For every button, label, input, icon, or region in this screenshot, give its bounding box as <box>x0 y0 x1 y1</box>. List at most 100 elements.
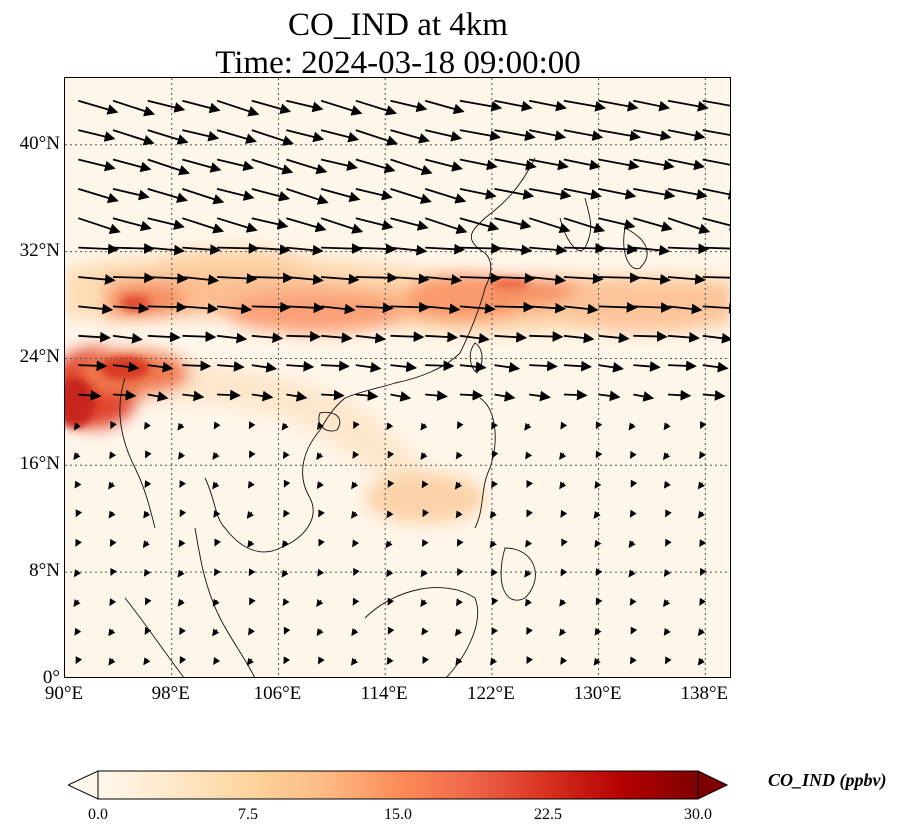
wind-arrow <box>593 657 601 666</box>
wind-arrow <box>667 217 711 234</box>
wind-arrow <box>455 657 463 666</box>
wind-arrow <box>251 99 292 115</box>
wind-arrow <box>147 99 186 113</box>
wind-arrow <box>598 332 630 344</box>
wind-arrow <box>182 99 221 114</box>
wind-arrow <box>212 481 220 490</box>
wind-arrow <box>420 422 428 431</box>
wind-arrow <box>321 360 350 372</box>
wind-arrow <box>525 451 533 460</box>
wind-arrow <box>494 301 535 313</box>
wind-arrow <box>73 599 81 607</box>
wind-arrow <box>216 332 248 344</box>
wind-arrow <box>321 389 345 401</box>
malay-peninsula <box>194 527 255 677</box>
wind-arrow <box>598 301 638 313</box>
wind-arrow <box>177 569 185 578</box>
wind-arrow <box>593 510 601 519</box>
wind-arrow <box>283 656 291 665</box>
taiwan <box>469 342 483 374</box>
wind-arrow <box>143 657 151 666</box>
wind-arrow <box>248 421 256 430</box>
wind-arrow <box>667 99 709 112</box>
wind-arrow <box>594 539 602 548</box>
wind-arrow <box>702 158 730 166</box>
wind-arrow <box>598 361 624 373</box>
wind-arrow <box>217 303 253 315</box>
wind-arrow <box>112 243 155 254</box>
wind-arrow <box>251 272 294 284</box>
wind-arrow <box>425 243 466 255</box>
wind-arrow <box>528 217 571 234</box>
colorbar-extend-min <box>68 770 99 800</box>
wind-arrow <box>216 99 260 117</box>
wind-arrow <box>216 217 258 233</box>
wind-arrow <box>560 509 568 518</box>
wind-arrow <box>286 302 325 314</box>
wind-arrow <box>112 332 143 344</box>
wind-arrow <box>109 538 117 547</box>
wind-arrow <box>216 158 255 172</box>
coastlines <box>119 157 648 677</box>
wind-arrow <box>386 569 394 578</box>
wind-arrow <box>424 188 467 204</box>
wind-arrow <box>420 452 428 460</box>
wind-arrow <box>494 361 521 373</box>
wind-arrow <box>490 568 498 577</box>
wind-arrow <box>320 188 361 203</box>
wind-arrow <box>247 539 255 548</box>
wind-arrow <box>420 599 428 607</box>
wind-arrow <box>459 217 500 232</box>
wind-arrow <box>459 272 502 284</box>
x-tick-label: 106°E <box>253 683 302 704</box>
wind-arrow <box>78 188 119 204</box>
wind-arrow <box>594 627 602 636</box>
wind-arrow <box>286 99 324 113</box>
wind-arrow <box>629 450 637 459</box>
title-time: Time: 2024-03-18 09:00:00 <box>215 45 581 81</box>
wind-arrow <box>112 217 152 232</box>
wind-arrow <box>390 361 418 373</box>
y-tick-label: 24°N <box>19 346 60 368</box>
wind-arrow <box>213 657 221 666</box>
wind-arrow <box>526 626 533 635</box>
wind-arrow <box>251 390 274 402</box>
wind-arrow <box>424 129 463 142</box>
wind-arrow <box>144 480 152 489</box>
wind-arrow <box>699 451 706 460</box>
wind-arrow <box>182 158 222 173</box>
wind-arrow <box>355 243 397 255</box>
wind-arrow <box>598 158 640 171</box>
wind-arrow <box>702 188 730 200</box>
colorbar-tick-label: 22.5 <box>534 806 562 823</box>
wind-arrow <box>283 479 291 488</box>
wind-arrow <box>78 129 116 142</box>
colorbar-label: CO_IND (ppbv) <box>768 770 887 790</box>
wind-arrow <box>424 158 463 172</box>
wind-arrow <box>112 389 137 401</box>
wind-arrow <box>144 626 152 635</box>
wind-arrow <box>454 481 463 490</box>
wind-arrow <box>352 539 360 548</box>
wind-arrow <box>633 302 672 313</box>
wind-arrow <box>633 273 672 285</box>
wind-arrow <box>147 244 185 256</box>
wind-arrow <box>663 569 671 577</box>
wind-arrow <box>179 627 186 636</box>
wind-arrow <box>251 301 291 313</box>
wind-arrow <box>251 332 284 343</box>
wind-arrow <box>182 331 217 343</box>
wind-arrow <box>112 302 150 314</box>
wind-arrow <box>629 656 637 665</box>
wind-arrow <box>455 598 463 607</box>
wind-arrow <box>286 390 308 402</box>
wind-arrow <box>559 598 567 607</box>
wind-arrow <box>700 421 707 430</box>
wind-arrow <box>633 391 655 402</box>
wind-arrow <box>251 217 289 230</box>
wind-arrow <box>494 188 535 200</box>
wind-arrow <box>559 481 567 490</box>
wind-arrow <box>108 510 116 519</box>
wind-arrow <box>563 360 592 372</box>
wind-arrow <box>630 626 638 635</box>
